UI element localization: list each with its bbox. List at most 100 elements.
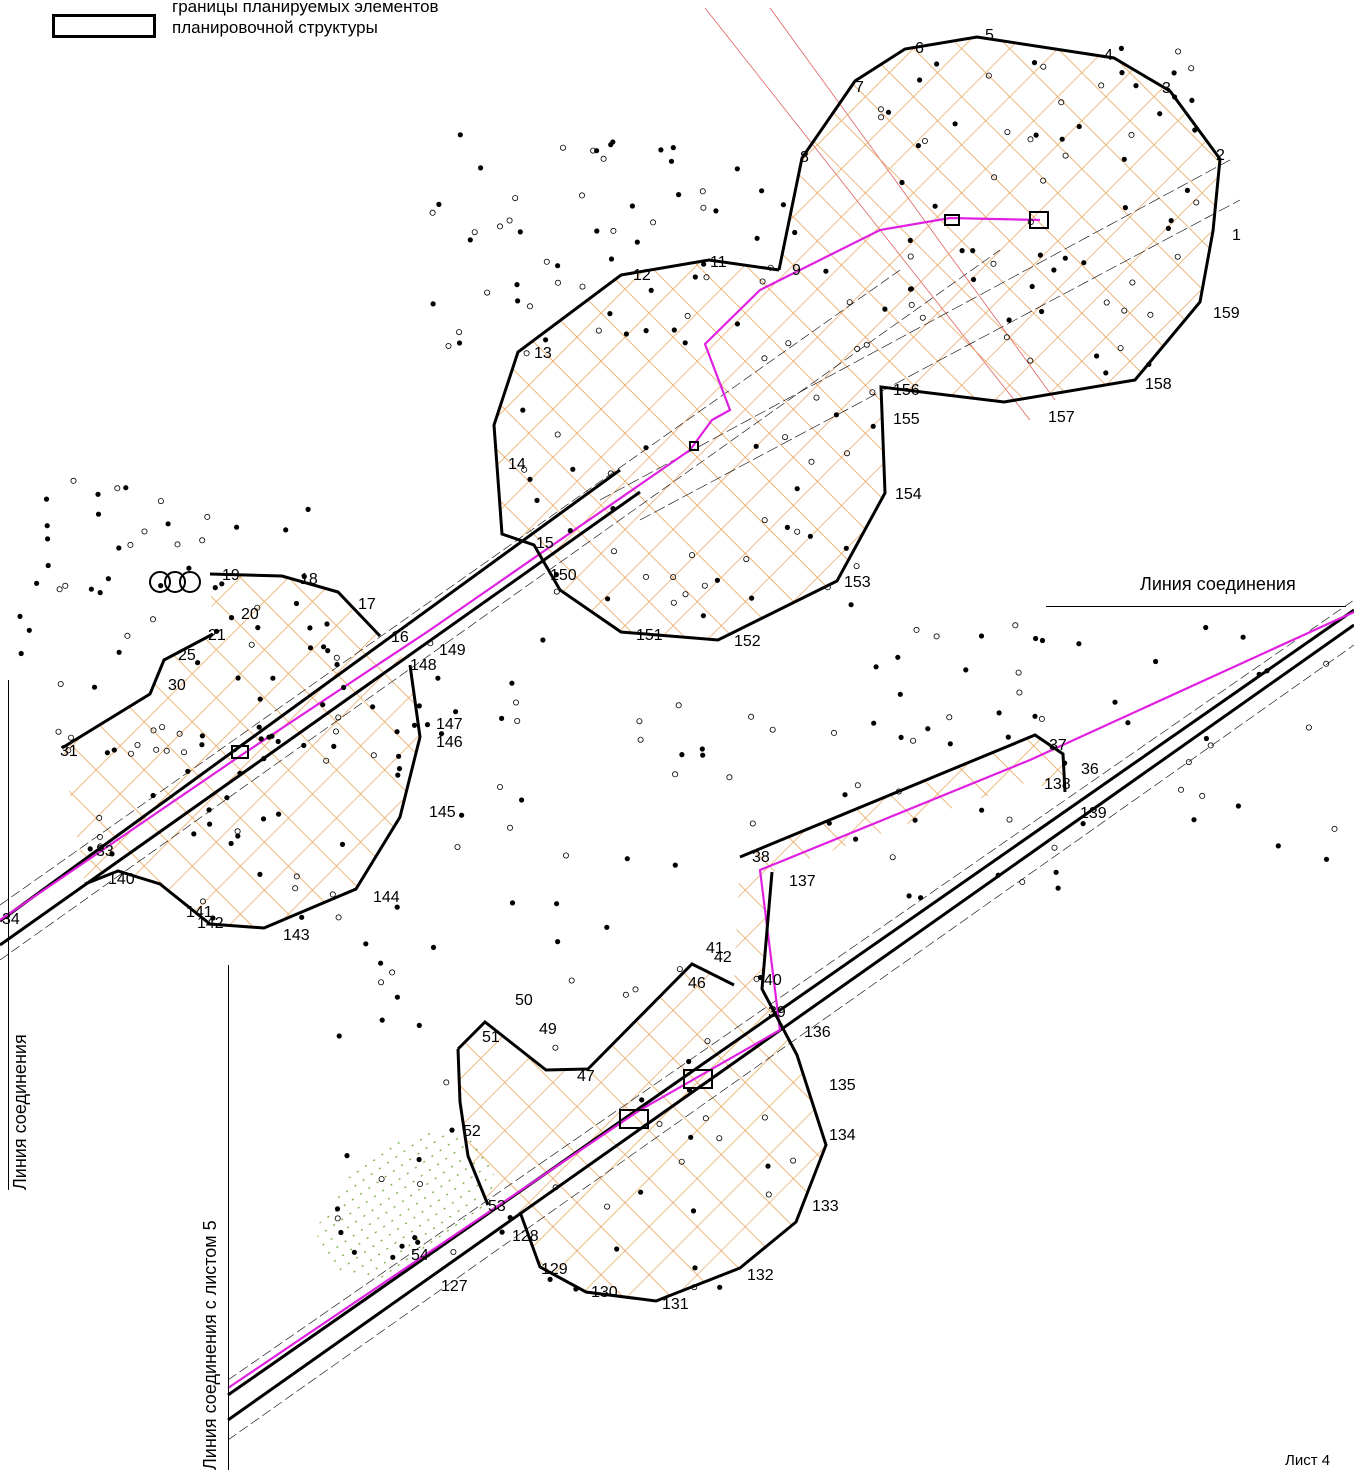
survey-dot <box>1275 843 1281 849</box>
survey-dot <box>116 649 122 655</box>
survey-dot <box>467 237 473 243</box>
survey-circle <box>96 814 103 821</box>
survey-dot <box>459 812 465 818</box>
point-labels: 1234567891112131415161718192021253031333… <box>2 27 1241 1313</box>
survey-dot <box>478 165 484 171</box>
point-label-52: 52 <box>463 1123 481 1140</box>
survey-circle <box>1305 724 1312 731</box>
survey-circle <box>1103 299 1110 306</box>
survey-dot <box>438 731 445 737</box>
survey-dot <box>610 506 616 512</box>
survey-dot <box>1059 136 1065 142</box>
point-label-154: 154 <box>895 486 922 503</box>
survey-circle <box>254 604 261 611</box>
survey-circle <box>604 1203 611 1210</box>
survey-circle <box>234 828 241 835</box>
point-label-9: 9 <box>792 262 801 279</box>
survey-circle <box>1016 689 1023 696</box>
survey-circle <box>1051 844 1058 851</box>
survey-circle <box>643 573 650 580</box>
survey-dot <box>826 820 832 826</box>
survey-circle <box>323 757 330 764</box>
survey-circle <box>910 737 917 744</box>
survey-dot <box>88 586 94 592</box>
survey-dot <box>1264 668 1270 674</box>
survey-circle <box>1128 131 1135 138</box>
survey-circle <box>1027 357 1034 364</box>
survey-dot <box>823 268 829 274</box>
point-label-4: 4 <box>1104 47 1113 64</box>
survey-circle <box>703 274 710 281</box>
survey-dot <box>1112 699 1118 705</box>
survey-dot <box>509 680 515 686</box>
survey-dot <box>605 596 611 602</box>
survey-dot <box>256 724 262 730</box>
survey-dot <box>672 862 678 868</box>
survey-dot <box>399 1243 405 1249</box>
survey-circle <box>1040 63 1047 70</box>
survey-dot <box>325 648 331 654</box>
survey-dot <box>150 792 156 799</box>
survey-circle <box>824 584 831 591</box>
survey-circle <box>637 736 644 743</box>
survey-dot <box>109 851 115 857</box>
survey-circle <box>335 914 342 921</box>
survey-dot <box>507 1215 513 1221</box>
survey-dot <box>906 893 912 899</box>
survey-dot <box>307 645 314 651</box>
survey-dot <box>765 1163 771 1169</box>
survey-dot <box>1168 218 1174 224</box>
survey-circle <box>704 1038 711 1045</box>
legend-label: границы планируемых элементов планировоч… <box>172 0 439 37</box>
point-label-133: 133 <box>812 1198 839 1215</box>
survey-dot <box>692 1265 698 1271</box>
point-label-3: 3 <box>1162 80 1171 97</box>
survey-circle <box>150 727 157 734</box>
survey-circle <box>445 342 452 349</box>
survey-circle <box>335 714 342 721</box>
survey-dot <box>453 709 459 715</box>
survey-circle <box>863 341 870 348</box>
survey-circle <box>636 718 643 725</box>
survey-dot <box>700 752 706 758</box>
survey-dot <box>320 702 326 708</box>
boundary-lines <box>61 35 1222 1303</box>
survey-circle <box>699 188 706 195</box>
survey-circle <box>895 788 902 795</box>
survey-circle <box>854 782 861 789</box>
survey-circle <box>429 209 436 216</box>
survey-dot <box>692 274 698 280</box>
survey-dot <box>228 615 235 621</box>
survey-dot <box>899 179 905 186</box>
survey-circle <box>767 264 774 271</box>
survey-circle <box>334 1215 341 1222</box>
point-label-152: 152 <box>734 633 761 650</box>
survey-dot <box>214 628 220 634</box>
survey-circle <box>1174 253 1181 260</box>
survey-dot <box>634 239 640 245</box>
point-label-13: 13 <box>534 345 552 362</box>
survey-dot <box>499 1229 505 1235</box>
survey-dot <box>257 696 263 702</box>
survey-circle <box>389 969 396 976</box>
survey-circle <box>600 155 607 162</box>
survey-dot <box>412 1235 418 1241</box>
point-label-51: 51 <box>482 1029 500 1046</box>
survey-dot <box>624 856 630 862</box>
point-label-137: 137 <box>789 873 816 890</box>
survey-circle <box>293 873 300 880</box>
point-label-144: 144 <box>373 889 400 906</box>
point-label-147: 147 <box>436 716 463 733</box>
survey-dot <box>509 900 516 906</box>
survey-dot <box>195 660 201 666</box>
survey-dot <box>435 675 441 681</box>
survey-dot <box>1125 720 1131 726</box>
survey-dot <box>908 286 915 292</box>
point-label-50: 50 <box>515 992 533 1009</box>
survey-dot <box>257 871 263 878</box>
survey-dot <box>299 914 305 920</box>
survey-circle <box>332 728 339 735</box>
survey-circle <box>456 329 463 336</box>
survey-circle <box>753 975 760 982</box>
survey-dot <box>228 840 234 847</box>
